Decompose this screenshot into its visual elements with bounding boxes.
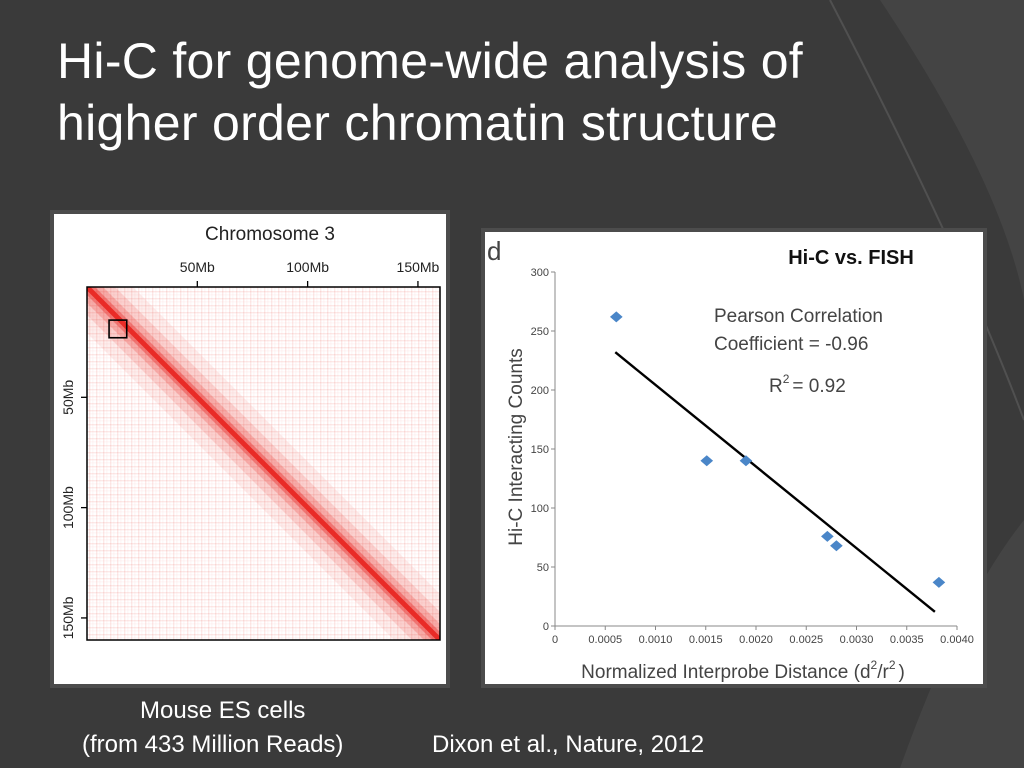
data-point — [700, 455, 714, 467]
top-tick-label: 100Mb — [286, 259, 329, 275]
y-axis-label: Hi-C Interacting Counts — [506, 348, 527, 545]
data-point — [821, 530, 834, 542]
data-point — [609, 311, 623, 323]
xlabel-sup1: 2 — [871, 658, 878, 672]
top-tick-label: 50Mb — [180, 259, 215, 275]
left-tick-label: 150Mb — [60, 596, 76, 639]
highlight-box — [108, 319, 128, 339]
data-point — [830, 540, 843, 552]
x-tick-label: 0.0035 — [890, 634, 924, 646]
data-point — [932, 576, 946, 588]
y-tick-label: 150 — [531, 444, 549, 456]
scatter-series — [609, 311, 946, 613]
scatter-chart: d Hi-C vs. FISH 0 50 100 150 200 250 300 0 0.000… — [487, 236, 974, 683]
left-tick-label: 100Mb — [60, 486, 76, 529]
left-tick-label: 50Mb — [60, 380, 76, 415]
y-tick-label: 200 — [531, 385, 549, 397]
x-tick-label: 0.0025 — [789, 634, 823, 646]
y-tick-label: 50 — [537, 562, 549, 574]
heatmap-matrix — [87, 287, 440, 640]
annotation-r2: R2 = 0.92 — [769, 372, 846, 397]
panel-label: d — [487, 236, 501, 266]
heatmap-axes: 50Mb 100Mb 150Mb 50Mb 100Mb 150Mb — [60, 259, 441, 641]
caption-read-count: (from 433 Million Reads) — [82, 731, 344, 758]
y-tick-label: 250 — [531, 326, 549, 338]
title-line-1: Hi-C for genome-wide analysis of — [57, 33, 804, 89]
annotation-line-1: Pearson Correlation — [714, 306, 883, 327]
xlabel-mid: /r — [877, 662, 889, 683]
scatter-axes: 0 50 100 150 200 250 300 0 0.0005 0.0010 0.0015 0.0… — [531, 267, 974, 646]
x-tick-label: 0.0005 — [588, 634, 622, 646]
data-point — [739, 455, 753, 467]
slide-title: Hi-C for genome-wide analysis of higher … — [57, 30, 957, 154]
heatmap-frame — [86, 286, 441, 641]
heatmap-title: Chromosome 3 — [205, 224, 335, 245]
regression-line — [614, 351, 936, 613]
x-tick-label: 0.0015 — [689, 634, 723, 646]
x-tick-label: 0 — [552, 634, 558, 646]
y-tick-label: 300 — [531, 267, 549, 279]
r2-sup: 2 — [783, 372, 790, 386]
x-tick-label: 0.0030 — [840, 634, 874, 646]
top-tick-label: 150Mb — [397, 259, 440, 275]
citation: Dixon et al., Nature, 2012 — [432, 731, 705, 758]
xlabel-end: ) — [899, 662, 905, 683]
x-tick-label: 0.0010 — [639, 634, 673, 646]
heatmap-chart: Chromosome 3 50Mb 100Mb 150Mb 50Mb 100Mb 150M… — [60, 224, 441, 641]
caption-cell-type: Mouse ES cells — [140, 697, 306, 724]
annotation-line-2: Coefficient = -0.96 — [714, 334, 868, 355]
x-tick-label: 0.0020 — [739, 634, 773, 646]
heatmap-panel: Chromosome 3 50Mb 100Mb 150Mb 50Mb 100Mb 150M… — [50, 210, 450, 688]
xlabel-main: Normalized Interprobe Distance (d — [581, 662, 870, 683]
xlabel-sup2: 2 — [889, 658, 896, 672]
title-line-2: higher order chromatin structure — [57, 95, 779, 151]
diagonal-band-4 — [87, 287, 440, 640]
x-tick-label: 0.0040 — [940, 634, 974, 646]
y-tick-label: 100 — [531, 503, 549, 515]
scatter-title: Hi-C vs. FISH — [788, 247, 914, 269]
scatter-panel: d Hi-C vs. FISH 0 50 100 150 200 250 300 0 0.000… — [481, 228, 987, 688]
r2-prefix: R — [769, 376, 783, 397]
x-axis-label: Normalized Interprobe Distance (d2/r2) — [581, 658, 905, 683]
r2-value: = 0.92 — [792, 376, 845, 397]
y-tick-label: 0 — [543, 621, 549, 633]
